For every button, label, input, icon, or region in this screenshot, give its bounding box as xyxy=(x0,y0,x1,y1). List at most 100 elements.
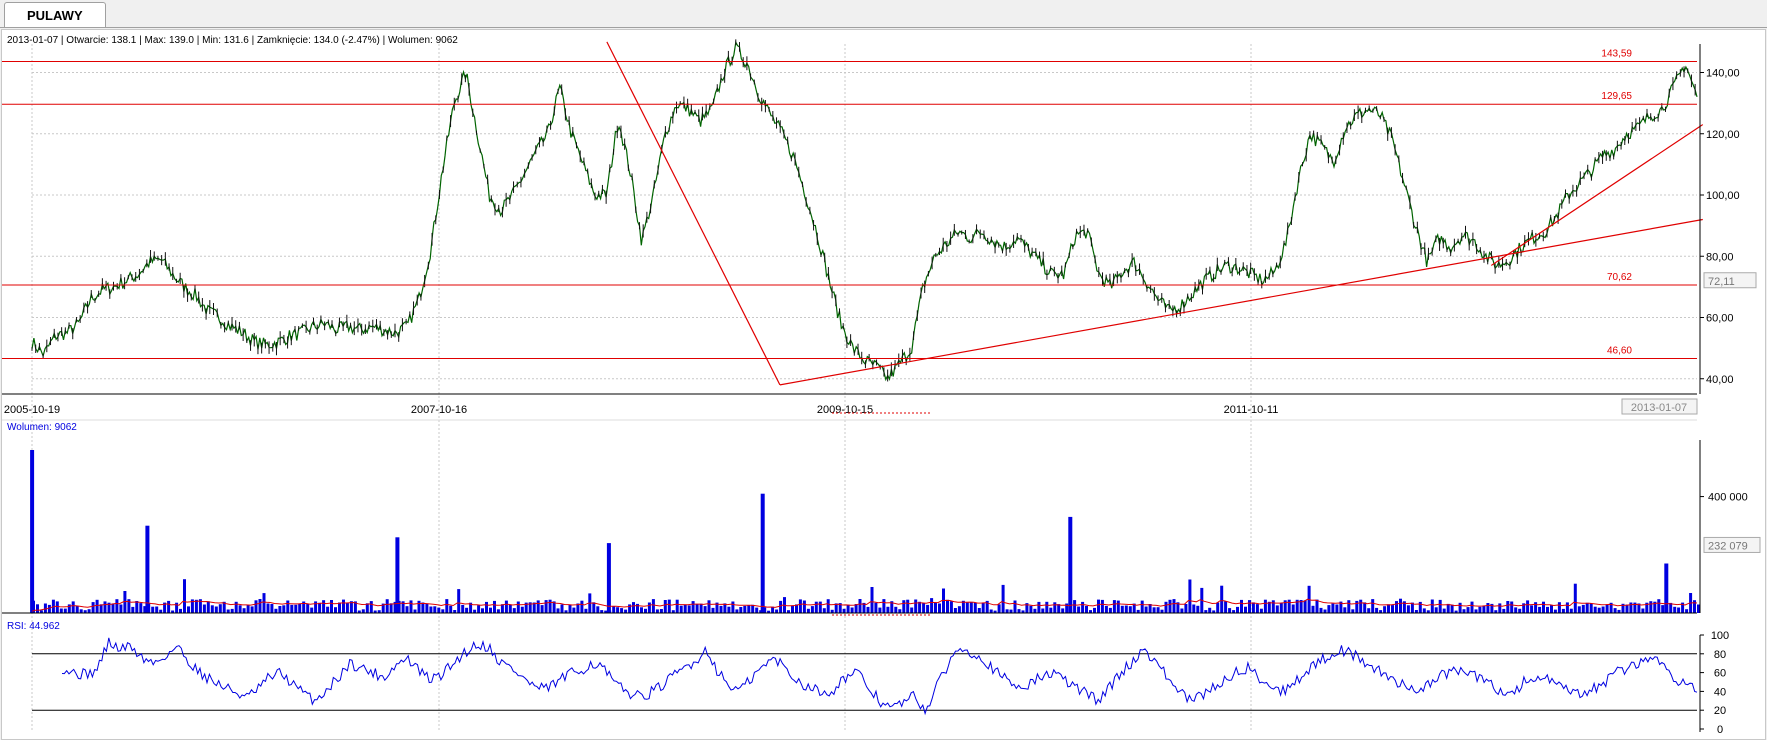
volume-bar xyxy=(922,603,926,613)
volume-bar xyxy=(373,610,377,613)
tab-pulawy[interactable]: PULAWY xyxy=(4,2,106,27)
volume-bar xyxy=(679,605,683,613)
volume-bar xyxy=(707,600,711,613)
volume-bar xyxy=(83,610,87,613)
volume-bar xyxy=(644,608,647,613)
volume-bar xyxy=(1410,602,1414,613)
x-tick-label: 2009-10-15 xyxy=(817,404,873,416)
volume-bar xyxy=(314,601,318,613)
volume-bar xyxy=(1573,583,1577,613)
volume-bar xyxy=(1649,601,1653,613)
volume-bar xyxy=(1168,599,1172,613)
volume-bar xyxy=(230,608,234,613)
rsi-y-tick-label: 100 xyxy=(1711,630,1729,642)
volume-bar xyxy=(850,607,854,613)
volume-average-line xyxy=(31,598,1698,612)
rsi-series-line xyxy=(61,637,1698,716)
volume-bar xyxy=(1017,609,1021,613)
volume-bar xyxy=(632,602,635,613)
volume-bar xyxy=(1009,609,1013,613)
level-label: 70,62 xyxy=(1607,272,1632,283)
volume-bar xyxy=(87,609,91,613)
volume-bar xyxy=(143,606,147,613)
volume-bar xyxy=(703,606,707,613)
volume-bar xyxy=(1176,602,1180,613)
volume-bar xyxy=(55,601,59,613)
volume-bar xyxy=(445,599,449,613)
volume-bar xyxy=(1478,606,1482,613)
volume-bar xyxy=(1053,602,1057,613)
volume-bar xyxy=(369,601,373,613)
volume-bar xyxy=(171,610,175,613)
stock-chart[interactable]: 143,59 129,65 70,62 46,60 40,00 60,00 80,00 100… xyxy=(2,30,1765,739)
chart-area[interactable]: 143,59 129,65 70,62 46,60 40,00 60,00 80,00 100… xyxy=(1,29,1766,740)
volume-bar xyxy=(894,606,898,613)
volume-peak-bar xyxy=(606,543,611,613)
volume-bar xyxy=(779,600,783,613)
volume-bar xyxy=(854,604,858,613)
volume-bar xyxy=(1681,602,1685,613)
volume-bar xyxy=(1287,599,1291,613)
volume-bar xyxy=(866,606,870,613)
volume-bar xyxy=(159,609,163,613)
level-label: 46,60 xyxy=(1607,346,1632,357)
volume-bar xyxy=(961,600,965,613)
volume-bar xyxy=(1001,584,1005,613)
volume-bar xyxy=(429,606,433,613)
volume-bar xyxy=(1021,610,1025,613)
volume-bar xyxy=(1645,602,1649,613)
volume-bar xyxy=(365,603,369,613)
volume-bar xyxy=(198,599,202,613)
volume-peak-bar xyxy=(395,537,400,613)
volume-bar xyxy=(139,603,143,613)
volume-bar xyxy=(818,601,822,613)
volume-bar xyxy=(810,606,814,613)
volume-bar xyxy=(1371,599,1375,613)
volume-bar xyxy=(640,607,643,613)
volume-bar xyxy=(389,603,393,613)
volume-bar xyxy=(822,608,826,613)
volume-bar xyxy=(1077,606,1081,613)
volume-bar xyxy=(1359,599,1363,613)
volume-bar xyxy=(1641,608,1645,613)
volume-bar xyxy=(1565,602,1569,613)
current-date-box xyxy=(1621,398,1698,415)
volume-bar xyxy=(127,599,131,613)
rsi-y-tick-label: 20 xyxy=(1714,705,1726,717)
volume-bar xyxy=(1275,605,1279,613)
volume-bar xyxy=(1387,604,1390,613)
volume-bar xyxy=(342,599,345,613)
volume-bar xyxy=(552,601,556,613)
volume-bar xyxy=(1414,610,1418,613)
volume-bar xyxy=(187,606,190,613)
volume-bar xyxy=(286,600,290,613)
volume-bar xyxy=(481,608,484,613)
volume-bar xyxy=(1331,603,1335,613)
volume-bar xyxy=(75,606,79,613)
volume-bar xyxy=(1327,605,1331,613)
volume-bar xyxy=(473,609,477,613)
volume-bar xyxy=(747,605,751,613)
volume-bar xyxy=(489,607,492,613)
volume-bar xyxy=(381,603,385,613)
volume-bar xyxy=(1204,610,1208,613)
volume-bar xyxy=(1065,603,1069,613)
volume-bar xyxy=(723,603,727,613)
volume-bar xyxy=(1128,606,1132,613)
volume-bar xyxy=(1188,579,1192,613)
volume-bar xyxy=(1263,599,1267,613)
volume-bar xyxy=(858,599,862,613)
volume-bar xyxy=(584,608,588,613)
volume-bar xyxy=(377,610,381,613)
volume-peak-bar xyxy=(145,525,150,613)
volume-bar xyxy=(222,601,226,613)
volume-bar xyxy=(949,601,953,613)
volume-bar xyxy=(1490,603,1494,613)
volume-bar xyxy=(334,607,337,613)
volume-bar xyxy=(401,601,405,613)
volume-bar xyxy=(1097,599,1100,613)
volume-bar xyxy=(985,600,989,613)
volume-bar xyxy=(1581,604,1585,613)
volume-bar xyxy=(957,606,961,613)
volume-bar xyxy=(1593,606,1597,613)
